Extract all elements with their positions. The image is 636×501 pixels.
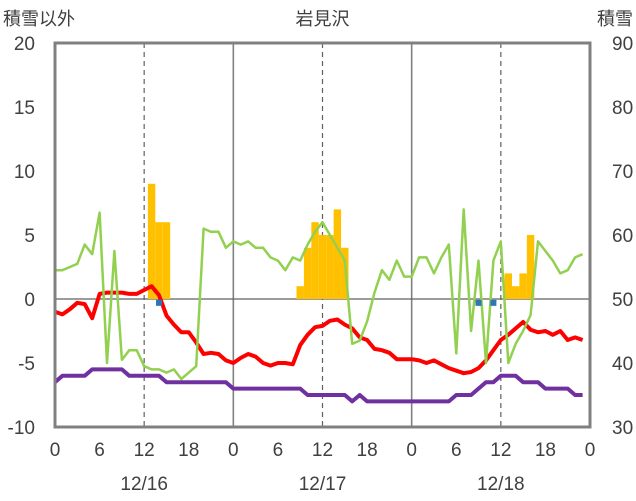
precip-bar [511, 286, 520, 299]
x-tick-label: 0 [585, 440, 596, 461]
snow-depth-line [55, 208, 584, 381]
x-tick-label: 12 [134, 440, 155, 461]
x-tick-label: 0 [228, 440, 239, 461]
precip-bar [303, 247, 312, 299]
left-tick-label: -10 [8, 418, 35, 439]
precip-bar [318, 235, 327, 299]
series-lines [53, 208, 584, 404]
left-tick-label: 15 [14, 98, 35, 119]
plot-border [53, 41, 592, 429]
left-tick-label: 20 [14, 34, 35, 55]
chart-title: 岩見沢 [296, 9, 350, 30]
right-tick-label: 60 [612, 226, 633, 247]
wind-line [53, 367, 583, 404]
right-tick-label: 40 [612, 354, 633, 375]
temperature-line [54, 284, 584, 376]
precip-marker [475, 299, 482, 306]
precip-bar [155, 222, 163, 299]
x-tick-label: 6 [94, 440, 105, 461]
precip-marker [156, 299, 163, 306]
precip-bar [296, 286, 304, 299]
left-tick-label: 0 [24, 290, 35, 311]
date-label: 12/18 [477, 474, 525, 495]
x-tick-label: 18 [357, 440, 378, 461]
precip-bar [526, 235, 535, 299]
precip-bar [519, 273, 527, 299]
precip-bar [162, 222, 171, 299]
date-label: 12/16 [120, 474, 168, 495]
x-tick-label: 18 [535, 440, 556, 461]
x-tick-label: 6 [273, 440, 284, 461]
right-tick-label: 30 [612, 418, 633, 439]
precip-bar [326, 235, 334, 299]
precip-bar [333, 209, 342, 299]
x-tick-label: 0 [406, 440, 417, 461]
left-axis-label: 積雪以外 [3, 9, 75, 30]
right-tick-label: 50 [612, 290, 633, 311]
x-tick-label: 18 [178, 440, 199, 461]
x-tick-label: 12 [490, 440, 511, 461]
date-label: 12/17 [299, 474, 347, 495]
left-tick-label: 10 [14, 162, 35, 183]
precip-bar [147, 183, 156, 299]
left-tick-label: -5 [18, 354, 35, 375]
x-tick-label: 0 [50, 440, 61, 461]
right-axis-label: 積雪 [597, 9, 633, 30]
right-tick-label: 70 [612, 162, 633, 183]
right-tick-label: 90 [612, 34, 633, 55]
x-tick-label: 12 [312, 440, 333, 461]
precip-bar [504, 273, 512, 299]
right-tick-label: 80 [612, 98, 633, 119]
left-tick-label: 5 [24, 226, 35, 247]
x-tick-label: 6 [451, 440, 462, 461]
precip-bar [311, 222, 319, 299]
plot-frame [53, 41, 592, 429]
precip-marker [490, 299, 497, 306]
